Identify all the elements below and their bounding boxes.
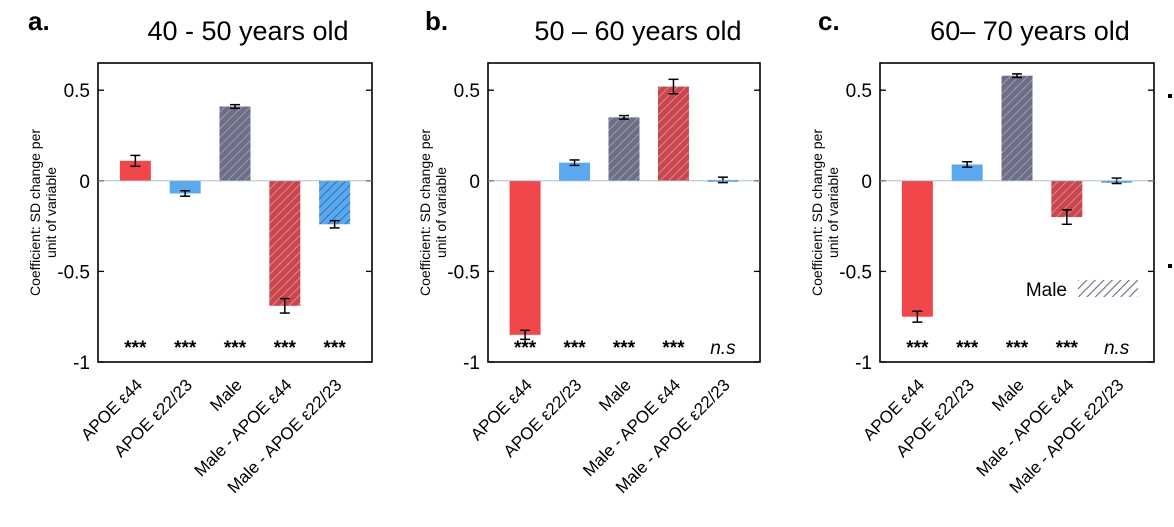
significance-label: *** (224, 338, 247, 359)
y-axis-label: unit of variable (825, 167, 841, 258)
y-tick-label: 0.5 (64, 81, 90, 102)
significance-label: *** (514, 338, 537, 359)
significance-label: *** (124, 338, 147, 359)
bar-apoe-22-23 (951, 164, 983, 181)
x-tick-label: Male (206, 375, 245, 414)
significance-label: *** (906, 338, 929, 359)
significance-label: n.s (710, 338, 736, 359)
y-tick-label: -0.5 (57, 262, 90, 283)
y-tick-label: 0.5 (454, 81, 480, 102)
panel-letter: b. (425, 6, 448, 36)
y-axis-label: unit of variable (433, 167, 449, 258)
bar-male-apoe-22-23 (319, 180, 351, 225)
significance-label: *** (613, 338, 636, 359)
significance-label: *** (1056, 338, 1079, 359)
y-tick-label: 0 (469, 172, 480, 193)
chart-panel-b: b. 50 – 60 years old 0.5 0 -0.5 -1 Coefficient… (417, 6, 761, 497)
y-tick-label: -1 (855, 353, 872, 374)
significance-label: *** (956, 338, 979, 359)
bar-male-apoe-44 (269, 180, 301, 306)
chart-title: 60– 70 years old (930, 16, 1130, 46)
y-tick-label: -1 (73, 353, 90, 374)
plot-frame (97, 62, 373, 363)
y-axis-label: Coefficient: SD change per (417, 129, 433, 296)
bar-apoe-22-23 (559, 162, 591, 181)
significance-label: *** (563, 338, 586, 359)
bar-apoe-44 (119, 160, 151, 181)
significance-label: *** (274, 338, 297, 359)
y-tick-label: -0.5 (839, 262, 872, 283)
chart-title: 50 – 60 years old (534, 16, 741, 46)
bar-male (219, 106, 251, 181)
x-tick-label: Male (595, 375, 634, 414)
y-tick-label: -1 (463, 353, 480, 374)
legend-hatch-swatch (1078, 280, 1138, 297)
y-axis-label: Coefficient: SD change per (27, 129, 43, 296)
significance-label: *** (324, 338, 347, 359)
y-tick-label: 0 (861, 172, 872, 193)
bar-apoe-44 (509, 180, 541, 335)
y-tick-label: 0.5 (846, 81, 872, 102)
significance-label: *** (1006, 338, 1029, 359)
significance-label: *** (174, 338, 197, 359)
y-tick-label: 0 (79, 172, 90, 193)
panel-letter: a. (28, 6, 50, 36)
panel-letter: c. (818, 6, 840, 36)
plot-frame (879, 62, 1155, 363)
plot-frame (487, 62, 761, 363)
bar-male-apoe-44 (657, 86, 689, 181)
chart-panel-c: c. 60– 70 years old 0.5 0 -0.5 -1 Coefficient:… (809, 6, 1155, 497)
bar-male (1001, 75, 1033, 181)
y-axis-label: unit of variable (43, 167, 59, 258)
chart-title: 40 - 50 years old (147, 16, 348, 46)
y-axis-label: Coefficient: SD change per (809, 129, 825, 296)
y-tick-label: -0.5 (447, 262, 480, 283)
edge-marker (1168, 264, 1172, 268)
x-tick-label: Male (988, 375, 1027, 414)
significance-label: *** (662, 338, 685, 359)
significance-label: n.s (1104, 338, 1130, 359)
bar-apoe-22-23 (169, 180, 201, 194)
bar-male (608, 117, 640, 181)
chart-panel-a: a. 40 - 50 years old 0.5 0 -0.5 -1 Coefficient… (27, 6, 373, 497)
edge-marker (1168, 94, 1172, 98)
bar-apoe-44 (901, 180, 933, 317)
legend: Male (1026, 280, 1138, 301)
legend-label: Male (1026, 280, 1067, 301)
